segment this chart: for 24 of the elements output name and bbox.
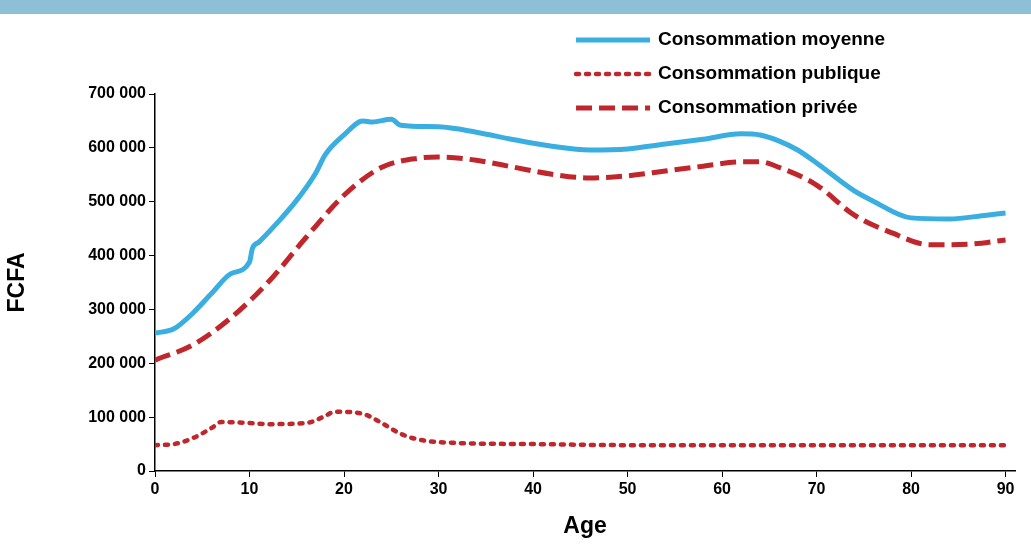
x-axis-title: Age — [563, 511, 607, 538]
y-tick-label: 100 000 — [88, 407, 147, 425]
x-tick-label: 20 — [335, 480, 354, 498]
y-tick-label: 700 000 — [88, 84, 147, 102]
x-tick-label: 50 — [618, 480, 637, 498]
y-tick-label: 500 000 — [88, 192, 147, 210]
x-tick-label: 30 — [429, 480, 448, 498]
x-tick-label: 60 — [713, 480, 732, 498]
legend-label: Consommation publique — [658, 62, 881, 84]
x-tick-label: 40 — [524, 480, 543, 498]
y-tick-label: 600 000 — [88, 138, 147, 156]
y-tick-label: 300 000 — [88, 299, 147, 317]
x-tick-label: 10 — [240, 480, 259, 498]
x-tick-label: 0 — [150, 480, 160, 498]
legend-label: Consommation privée — [658, 96, 858, 118]
x-tick-label: 70 — [807, 480, 826, 498]
x-tick-label: 90 — [996, 480, 1015, 498]
y-axis-title: FCFA — [3, 252, 30, 313]
x-tick-label: 80 — [902, 480, 921, 498]
y-tick-label: 400 000 — [88, 245, 147, 263]
line-series — [155, 409, 1008, 448]
y-tick-label: 200 000 — [88, 353, 147, 371]
legend-label: Consommation moyenne — [658, 28, 886, 50]
y-tick-label: 0 — [137, 461, 147, 479]
